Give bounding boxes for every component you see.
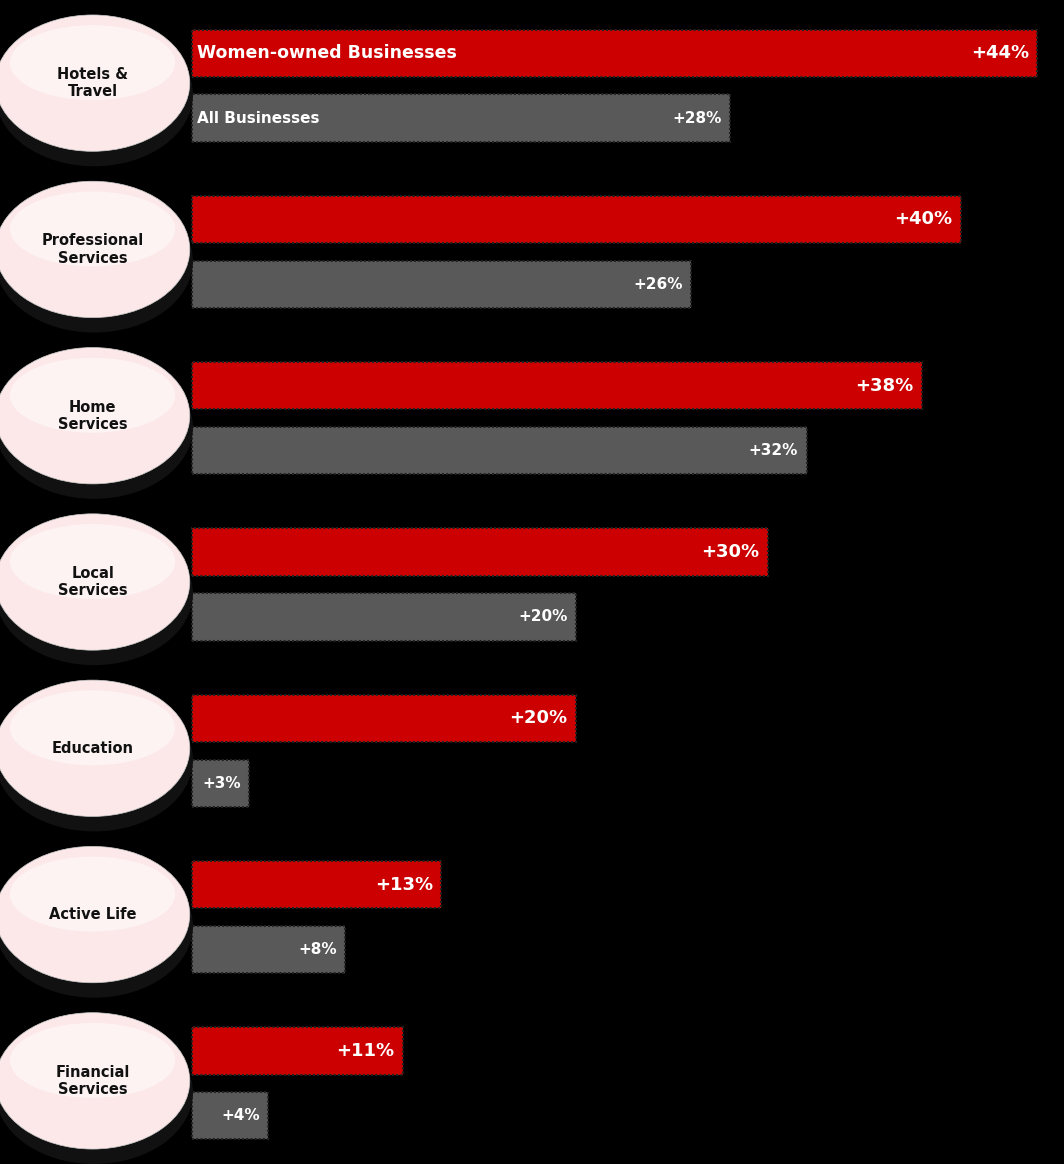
Ellipse shape	[0, 1013, 189, 1149]
Text: +20%: +20%	[510, 709, 567, 728]
Text: Hotels &
Travel: Hotels & Travel	[57, 68, 128, 99]
Bar	[192, 925, 346, 973]
Bar	[192, 1028, 403, 1074]
Ellipse shape	[0, 182, 189, 318]
Bar	[192, 261, 692, 308]
Ellipse shape	[0, 846, 189, 982]
Bar	[192, 695, 576, 743]
Ellipse shape	[10, 1023, 176, 1098]
Text: All Businesses: All Businesses	[197, 111, 319, 126]
Text: +30%: +30%	[701, 544, 760, 561]
Text: Local
Services: Local Services	[57, 566, 128, 598]
Bar	[192, 1092, 268, 1140]
Bar	[192, 861, 442, 908]
Text: +3%: +3%	[202, 775, 240, 790]
Bar	[192, 594, 576, 640]
Bar	[192, 528, 768, 576]
Text: Active Life: Active Life	[49, 907, 136, 922]
Text: +26%: +26%	[633, 277, 683, 292]
Bar	[192, 427, 807, 475]
Bar	[192, 760, 249, 807]
Ellipse shape	[10, 357, 176, 433]
Bar	[192, 925, 346, 973]
Text: +32%: +32%	[749, 443, 798, 459]
Ellipse shape	[0, 348, 189, 484]
Text: +38%: +38%	[855, 377, 914, 395]
Ellipse shape	[0, 1021, 193, 1164]
Bar	[192, 861, 442, 908]
Bar	[192, 29, 1037, 77]
Text: +28%: +28%	[672, 111, 721, 126]
Ellipse shape	[0, 680, 189, 816]
Text: Home
Services: Home Services	[57, 399, 128, 432]
Text: Education: Education	[51, 740, 134, 755]
Bar	[192, 29, 1037, 77]
Ellipse shape	[0, 15, 189, 151]
Bar	[192, 362, 922, 410]
Bar	[192, 362, 922, 410]
Text: +4%: +4%	[221, 1108, 260, 1123]
Ellipse shape	[0, 513, 189, 651]
Text: +40%: +40%	[894, 211, 952, 228]
Text: Professional
Services: Professional Services	[41, 233, 144, 265]
Ellipse shape	[0, 356, 193, 499]
Ellipse shape	[10, 26, 176, 100]
Ellipse shape	[0, 854, 193, 998]
Bar	[192, 196, 961, 243]
Ellipse shape	[0, 523, 193, 665]
Ellipse shape	[10, 191, 176, 267]
Bar	[192, 94, 730, 142]
Text: +44%: +44%	[970, 44, 1029, 62]
Text: +20%: +20%	[518, 610, 567, 624]
Text: +8%: +8%	[298, 942, 337, 957]
Ellipse shape	[10, 524, 176, 599]
Text: +11%: +11%	[336, 1042, 395, 1060]
Bar	[192, 1092, 268, 1140]
Bar	[192, 594, 576, 640]
Bar	[192, 695, 576, 743]
Ellipse shape	[10, 857, 176, 931]
Ellipse shape	[0, 190, 193, 333]
Bar	[192, 760, 249, 807]
Ellipse shape	[10, 690, 176, 766]
Text: Financial
Services: Financial Services	[55, 1065, 130, 1096]
Bar	[192, 261, 692, 308]
Text: Women-owned Businesses: Women-owned Businesses	[197, 44, 456, 62]
Ellipse shape	[0, 23, 193, 166]
Ellipse shape	[0, 688, 193, 831]
Bar	[192, 1028, 403, 1074]
Text: +13%: +13%	[375, 875, 433, 894]
Bar	[192, 427, 807, 475]
Bar	[192, 528, 768, 576]
Bar	[192, 196, 961, 243]
Bar	[192, 94, 730, 142]
